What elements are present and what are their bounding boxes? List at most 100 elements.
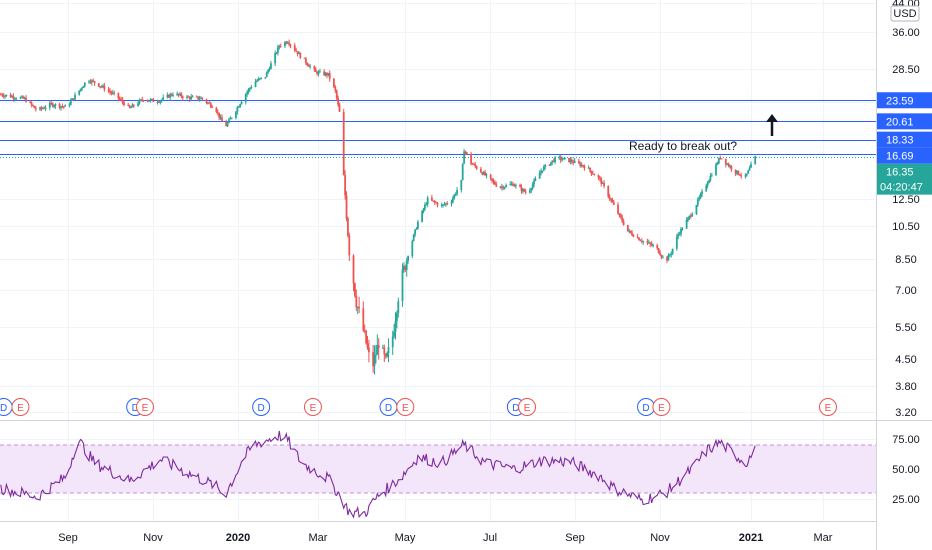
candle-body: [117, 92, 120, 99]
candle-body: [354, 283, 356, 296]
candle-body: [366, 343, 369, 348]
candle-body: [577, 160, 580, 164]
currency-badge[interactable]: USD: [890, 5, 920, 22]
candle-body: [195, 96, 198, 98]
earnings-marker[interactable]: E: [652, 398, 671, 416]
candle-body: [569, 159, 572, 163]
candle-body: [118, 98, 121, 100]
candle-body: [109, 90, 111, 93]
earnings-marker[interactable]: E: [135, 398, 154, 416]
candle-body: [730, 166, 733, 170]
candle-body: [481, 172, 484, 175]
candle-body: [549, 162, 552, 166]
candle-body: [326, 72, 328, 76]
candle-body: [442, 204, 444, 206]
candle-body: [30, 102, 33, 105]
candle-body: [720, 158, 723, 160]
currency-label: USD: [893, 8, 916, 20]
up-arrow-icon[interactable]: [766, 114, 778, 136]
candle-body: [159, 100, 162, 103]
candle-body: [218, 112, 221, 118]
candle-body: [709, 175, 712, 181]
candle-body: [97, 83, 100, 87]
price-tick-label: 36.00: [892, 27, 920, 39]
candle-body: [426, 197, 429, 205]
candle-body: [307, 65, 310, 67]
horizontal-levels[interactable]: [0, 100, 876, 158]
candle-body: [608, 196, 611, 199]
price-axis[interactable]: 44.0036.0028.5022.5012.5010.508.507.005.…: [892, 0, 920, 419]
candle-body: [327, 72, 330, 76]
candle-body: [128, 105, 131, 108]
candle-body: [188, 97, 191, 100]
candle-body: [521, 189, 524, 192]
candle-body: [433, 200, 436, 203]
annotation[interactable]: Ready to break out?: [629, 139, 737, 153]
level-price-tag: [877, 147, 932, 164]
candle-body: [34, 108, 37, 110]
earnings-marker[interactable]: E: [396, 398, 415, 416]
candle-body: [244, 94, 247, 102]
candle-body: [162, 97, 165, 100]
candle-body: [659, 252, 661, 256]
candle-body: [710, 175, 713, 177]
candle-body: [376, 344, 379, 355]
candle-body: [239, 104, 242, 107]
level-price-text: 18.33: [886, 135, 914, 147]
candle-body: [352, 255, 355, 284]
candle-body: [394, 321, 397, 332]
earnings-marker[interactable]: E: [303, 398, 322, 416]
candle-body: [43, 108, 46, 110]
dividend-marker[interactable]: D: [252, 398, 271, 416]
candle-body: [5, 94, 8, 96]
candle-body: [562, 158, 565, 160]
candle-body: [463, 151, 465, 164]
candle-body: [489, 174, 492, 179]
candle-body: [548, 164, 551, 166]
earnings-marker[interactable]: E: [518, 398, 537, 416]
candle-body: [167, 94, 170, 98]
earnings-marker[interactable]: E: [11, 398, 30, 416]
candle-body: [289, 44, 292, 46]
candle-body: [278, 45, 281, 48]
candle-body: [284, 42, 286, 47]
dividend-marker[interactable]: D: [637, 398, 656, 416]
dividend-marker[interactable]: D: [379, 398, 398, 416]
candle-body: [221, 117, 223, 122]
candle-body: [190, 96, 193, 100]
candle-body: [179, 93, 181, 95]
candle-body: [25, 97, 27, 102]
candle-body: [541, 170, 544, 172]
candle-body: [740, 175, 743, 177]
candle-body: [137, 103, 139, 106]
candle-body: [668, 254, 671, 256]
candle-body: [377, 344, 380, 349]
candle-body: [228, 119, 230, 123]
time-axis[interactable]: Sep Nov 2020 Mar May Jul Sep Nov 2021 Mar: [58, 532, 833, 544]
candle-body: [671, 248, 674, 254]
candle-body: [373, 355, 376, 367]
candle-body: [295, 50, 298, 52]
candle-body: [423, 204, 426, 210]
candle-body: [131, 104, 134, 108]
candle-body: [456, 189, 458, 194]
candle-body: [401, 269, 404, 302]
candle-body: [258, 78, 261, 80]
earnings-marker[interactable]: E: [818, 398, 837, 416]
candle-body: [82, 86, 85, 88]
candle-body: [207, 102, 209, 104]
rsi-band: [0, 444, 876, 494]
candle-body: [519, 184, 521, 188]
candle-body: [495, 184, 498, 187]
candle-body: [589, 167, 591, 171]
candle-body: [554, 157, 556, 162]
candle-body: [484, 172, 486, 176]
candle-body: [639, 240, 642, 242]
candle-body: [305, 58, 307, 64]
event-label: E: [142, 403, 149, 414]
candle-body: [72, 98, 75, 100]
dividend-marker[interactable]: D: [0, 398, 13, 416]
candle-body: [579, 163, 582, 167]
